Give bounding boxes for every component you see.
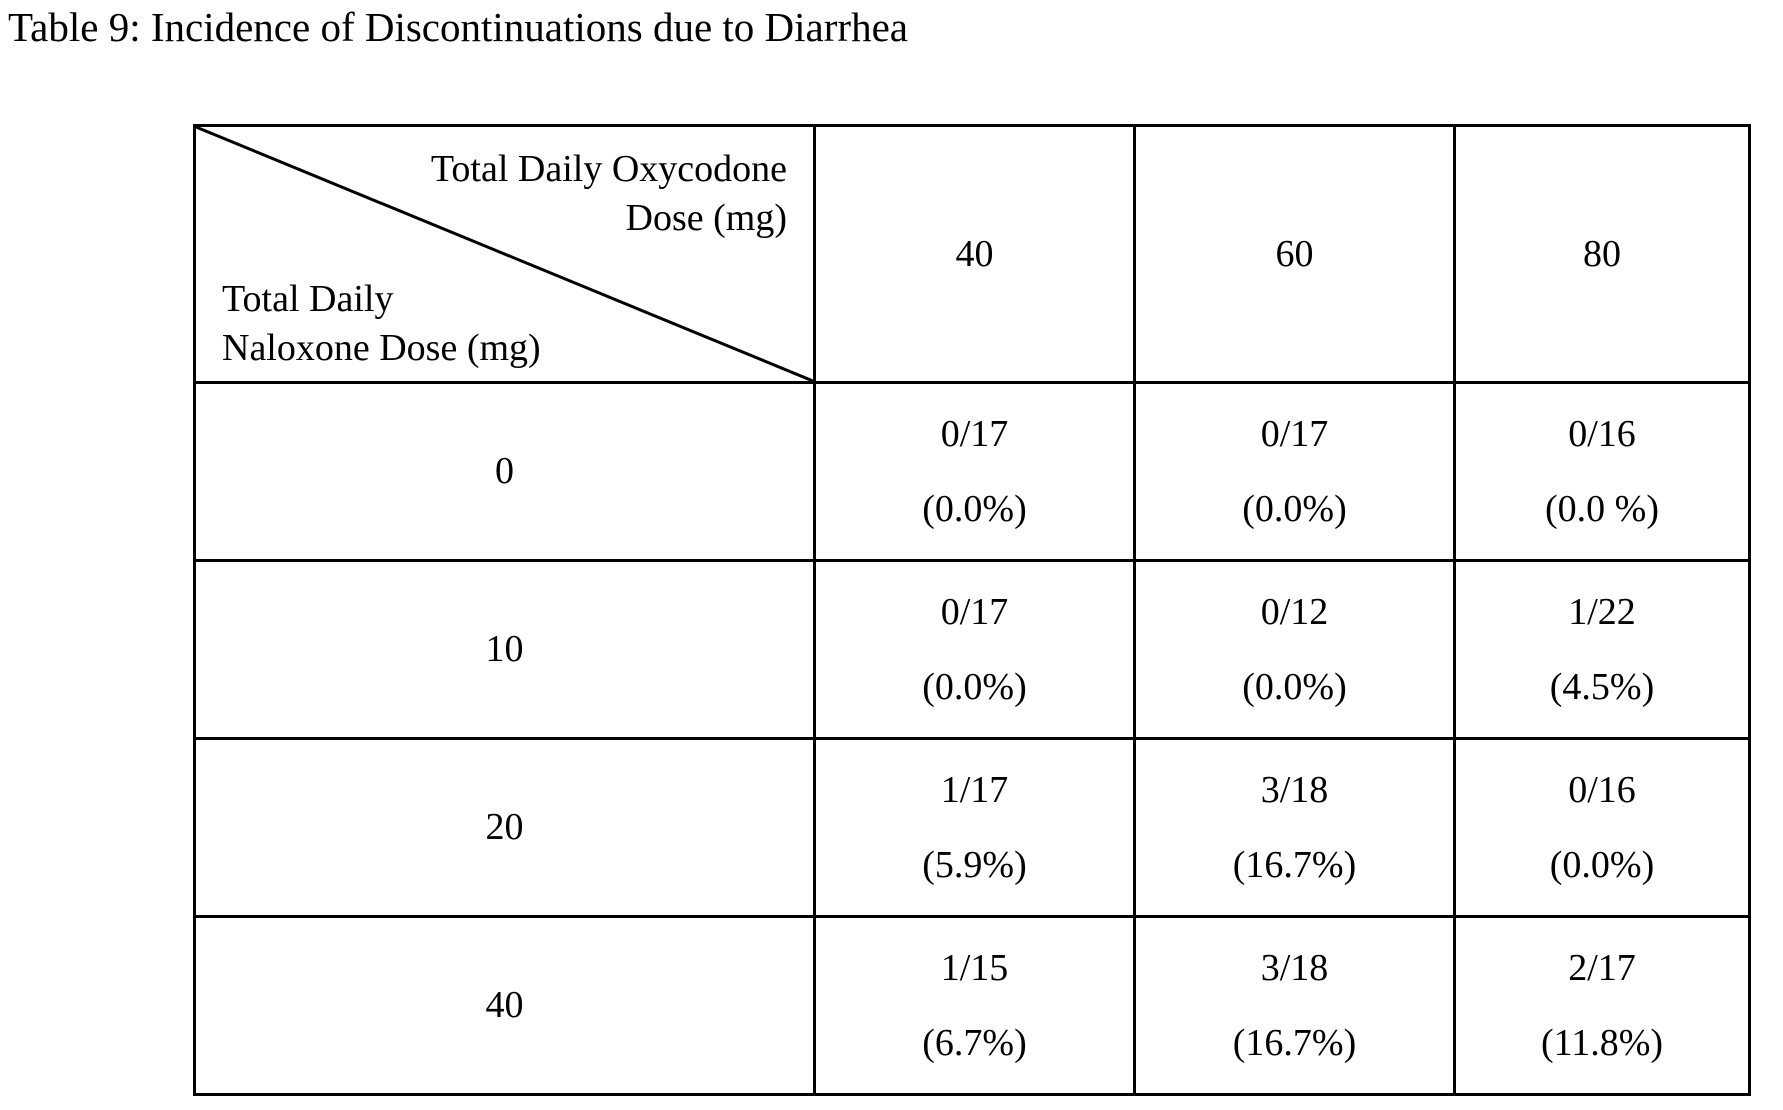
table-cell: 0/16 (0.0%) bbox=[1455, 739, 1750, 917]
column-axis-label-line2: Dose (mg) bbox=[367, 194, 787, 243]
cell-percent: (0.0%) bbox=[1136, 472, 1453, 547]
cell-count: 3/18 bbox=[1136, 753, 1453, 828]
table-row: 40 1/15 (6.7%) 3/18 (16.7%) 2/17 (11.8%) bbox=[195, 917, 1750, 1095]
cell-count: 2/17 bbox=[1456, 931, 1748, 1006]
cell-percent: (0.0%) bbox=[816, 472, 1133, 547]
table-cell: 1/17 (5.9%) bbox=[815, 739, 1135, 917]
cell-percent: (11.8%) bbox=[1456, 1006, 1748, 1081]
table-cell: 1/22 (4.5%) bbox=[1455, 561, 1750, 739]
row-header: 0 bbox=[195, 383, 815, 561]
cell-count: 0/16 bbox=[1456, 753, 1748, 828]
cell-percent: (0.0%) bbox=[816, 650, 1133, 725]
cell-percent: (16.7%) bbox=[1136, 828, 1453, 903]
cell-count: 0/17 bbox=[816, 575, 1133, 650]
cell-count: 0/16 bbox=[1456, 397, 1748, 472]
table-cell: 0/17 (0.0%) bbox=[1135, 383, 1455, 561]
cell-count: 0/17 bbox=[816, 397, 1133, 472]
table-cell: 0/17 (0.0%) bbox=[815, 383, 1135, 561]
table-cell: 2/17 (11.8%) bbox=[1455, 917, 1750, 1095]
table-cell: 0/12 (0.0%) bbox=[1135, 561, 1455, 739]
row-axis-label-line2: Naloxone Dose (mg) bbox=[222, 324, 642, 373]
column-header: 80 bbox=[1455, 126, 1750, 383]
cell-percent: (16.7%) bbox=[1136, 1006, 1453, 1081]
header-row: Total Daily Oxycodone Dose (mg) Total Da… bbox=[195, 126, 1750, 383]
row-axis-label: Total Daily Naloxone Dose (mg) bbox=[222, 275, 642, 373]
column-header: 60 bbox=[1135, 126, 1455, 383]
cell-count: 1/17 bbox=[816, 753, 1133, 828]
table-cell: 0/16 (0.0 %) bbox=[1455, 383, 1750, 561]
cell-count: 1/15 bbox=[816, 931, 1133, 1006]
cell-percent: (4.5%) bbox=[1456, 650, 1748, 725]
cell-percent: (0.0%) bbox=[1456, 828, 1748, 903]
table-row: 20 1/17 (5.9%) 3/18 (16.7%) 0/16 (0.0%) bbox=[195, 739, 1750, 917]
table-cell: 3/18 (16.7%) bbox=[1135, 739, 1455, 917]
table-cell: 1/15 (6.7%) bbox=[815, 917, 1135, 1095]
cell-count: 0/17 bbox=[1136, 397, 1453, 472]
corner-header-cell: Total Daily Oxycodone Dose (mg) Total Da… bbox=[195, 126, 815, 383]
cell-count: 3/18 bbox=[1136, 931, 1453, 1006]
dose-incidence-table: Total Daily Oxycodone Dose (mg) Total Da… bbox=[193, 124, 1751, 1096]
column-axis-label: Total Daily Oxycodone Dose (mg) bbox=[367, 145, 787, 243]
table-cell: 0/17 (0.0%) bbox=[815, 561, 1135, 739]
cell-percent: (0.0 %) bbox=[1456, 472, 1748, 547]
table-cell: 3/18 (16.7%) bbox=[1135, 917, 1455, 1095]
cell-count: 1/22 bbox=[1456, 575, 1748, 650]
row-header: 40 bbox=[195, 917, 815, 1095]
table-caption: Table 9: Incidence of Discontinuations d… bbox=[8, 0, 908, 54]
row-header: 10 bbox=[195, 561, 815, 739]
cell-count: 0/12 bbox=[1136, 575, 1453, 650]
row-axis-label-line1: Total Daily bbox=[222, 275, 642, 324]
cell-percent: (6.7%) bbox=[816, 1006, 1133, 1081]
cell-percent: (5.9%) bbox=[816, 828, 1133, 903]
column-axis-label-line1: Total Daily Oxycodone bbox=[367, 145, 787, 194]
column-header: 40 bbox=[815, 126, 1135, 383]
row-header: 20 bbox=[195, 739, 815, 917]
table-row: 10 0/17 (0.0%) 0/12 (0.0%) 1/22 (4.5%) bbox=[195, 561, 1750, 739]
table-row: 0 0/17 (0.0%) 0/17 (0.0%) 0/16 (0.0 %) bbox=[195, 383, 1750, 561]
cell-percent: (0.0%) bbox=[1136, 650, 1453, 725]
